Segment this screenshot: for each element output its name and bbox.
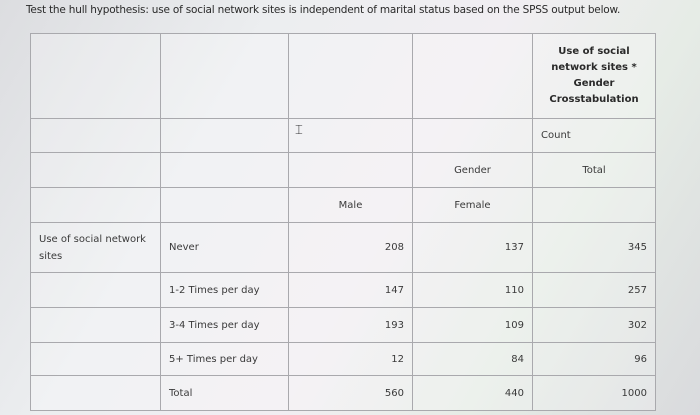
- female-value: 440: [412, 375, 533, 411]
- gender-header-row: Gender Total: [30, 152, 656, 188]
- total-header: Total: [532, 152, 656, 188]
- text-cursor-icon: ⌶: [295, 123, 303, 138]
- table-row: 1-2 Times per day 147 110 257: [30, 272, 656, 308]
- count-label: Count: [532, 118, 656, 153]
- total-value: 257: [532, 272, 656, 308]
- total-value: 1000: [532, 375, 656, 411]
- female-header: Female: [412, 187, 533, 223]
- male-value: 208: [288, 222, 413, 273]
- total-value: 302: [532, 307, 656, 343]
- row-label: Total: [160, 375, 289, 411]
- row-label: 3-4 Times per day: [160, 307, 289, 343]
- table-title-row: Use of social network sites * Gender Cro…: [30, 33, 656, 119]
- sex-header-row: Male Female: [30, 187, 656, 223]
- table-row: 5+ Times per day 12 84 96: [30, 342, 656, 376]
- female-value: 84: [412, 342, 533, 376]
- row-variable-label: Use of social network sites: [30, 222, 161, 273]
- male-value: 193: [288, 307, 413, 343]
- table-title: Use of social network sites * Gender Cro…: [532, 33, 656, 119]
- row-label: 1-2 Times per day: [160, 272, 289, 308]
- total-value: 345: [532, 222, 656, 273]
- table-row-total: Total 560 440 1000: [30, 375, 656, 411]
- row-label: 5+ Times per day: [160, 342, 289, 376]
- female-value: 110: [412, 272, 533, 308]
- male-header: Male: [288, 187, 413, 223]
- table-row: Use of social network sites Never 208 13…: [30, 222, 656, 273]
- male-value: 147: [288, 272, 413, 308]
- female-value: 109: [412, 307, 533, 343]
- row-label: Never: [160, 222, 289, 273]
- male-value: 560: [288, 375, 413, 411]
- count-row: Count: [30, 118, 656, 153]
- table-row: 3-4 Times per day 193 109 302: [30, 307, 656, 343]
- female-value: 137: [412, 222, 533, 273]
- question-text: Test the hull hypothesis: use of social …: [26, 4, 621, 16]
- gender-label: Gender: [412, 152, 533, 188]
- total-value: 96: [532, 342, 656, 376]
- male-value: 12: [288, 342, 413, 376]
- crosstab-table: Use of social network sites * Gender Cro…: [30, 33, 656, 411]
